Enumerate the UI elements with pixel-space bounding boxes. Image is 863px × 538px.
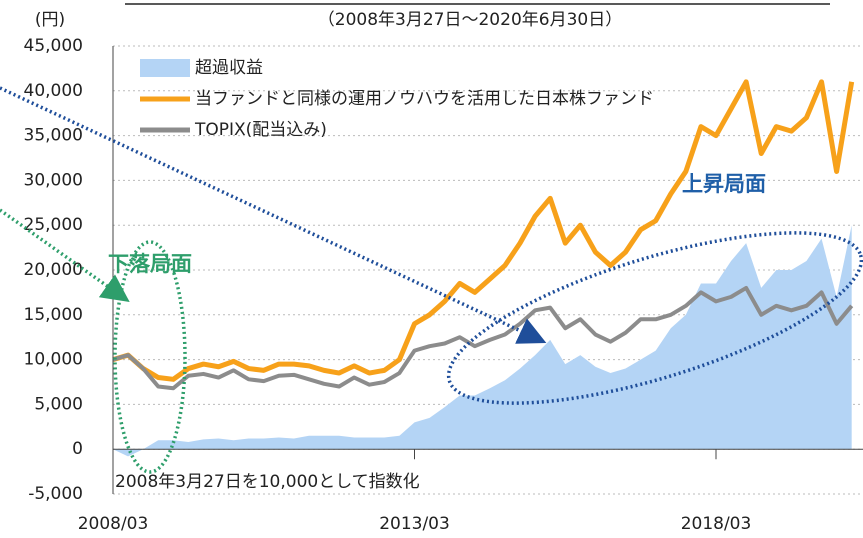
- fall-ellipse: [113, 240, 187, 474]
- y-tick-label: -5,000: [28, 484, 83, 504]
- rise-label: 上昇局面: [682, 172, 766, 196]
- x-tick-label: 2008/03: [78, 514, 149, 534]
- chart-subtitle: （2008年3月27日～2020年6月30日）: [318, 10, 622, 30]
- y-tick-label: 35,000: [24, 126, 83, 146]
- y-tick-label: 0: [72, 439, 83, 459]
- y-tick-label: 25,000: [24, 215, 83, 235]
- annotations: 下落局面 上昇局面 2008年3月27日を10,000として指数化: [0, 86, 863, 492]
- x-tick-label: 2018/03: [681, 514, 752, 534]
- x-tick-label: 2013/03: [379, 514, 450, 534]
- area: [113, 225, 852, 457]
- y-tick-label: 40,000: [24, 81, 83, 101]
- legend-label: 超過収益: [195, 58, 263, 78]
- rise-ellipse: [446, 231, 863, 405]
- legend-label: TOPIX(配当込み): [194, 120, 327, 140]
- line: [112, 79, 855, 382]
- note: 2008年3月27日を10,000として指数化: [115, 472, 420, 492]
- y-tick-label: 10,000: [24, 350, 83, 370]
- rise-arrow: [0, 86, 547, 344]
- plot: -5,000 0 5,000 10,000 15,000 20,000 25,000 30,0…: [24, 36, 863, 534]
- y-tick-label: 15,000: [24, 305, 83, 325]
- fall-label: 下落局面: [108, 252, 192, 276]
- legend-swatch: [140, 59, 190, 77]
- y-tick-label: 45,000: [24, 36, 83, 56]
- y-tick-label: 20,000: [24, 260, 83, 280]
- line: [112, 285, 854, 391]
- fall-arrow: [0, 208, 130, 303]
- y-axis-label: (円): [35, 10, 65, 30]
- y-tick-label: 5,000: [34, 394, 83, 414]
- y-tick-label: 30,000: [24, 170, 83, 190]
- legend-label: 当ファンドと同様の運用ノウハウを活用した日本株ファンド: [195, 89, 654, 109]
